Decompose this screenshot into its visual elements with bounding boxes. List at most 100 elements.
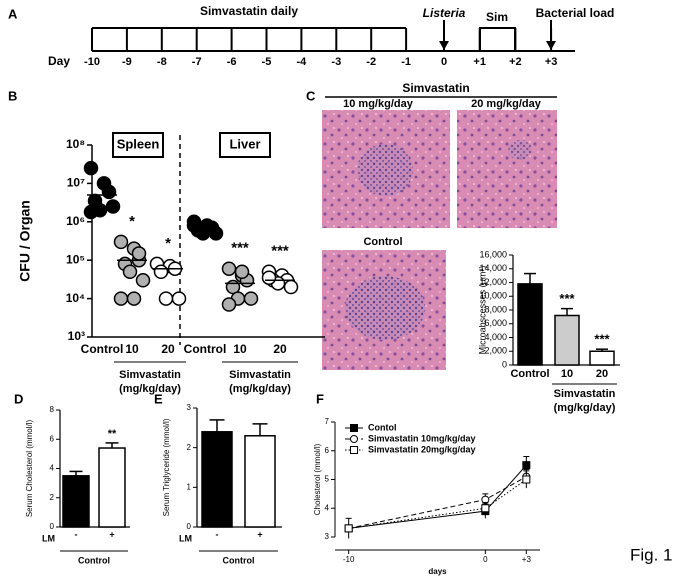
data-point xyxy=(221,297,237,312)
y-tick-label: 3 xyxy=(187,403,192,412)
organ-box xyxy=(112,132,164,158)
x-axis-label: days xyxy=(428,567,447,576)
group-label: Control xyxy=(223,555,255,565)
y-tick-label: 2 xyxy=(187,443,192,452)
y-tick-label: 6 xyxy=(50,434,55,443)
organ-box xyxy=(219,132,271,158)
legend-label: Contol xyxy=(368,422,397,432)
sim-label: Sim xyxy=(486,10,508,24)
day-label: +2 xyxy=(509,56,522,68)
organ-label: Spleen xyxy=(117,136,160,151)
x-tick-label: - xyxy=(75,529,78,539)
day-label: -7 xyxy=(192,56,202,68)
y-tick-label: 1 xyxy=(187,482,192,491)
data-point xyxy=(135,273,151,288)
data-point xyxy=(126,291,142,306)
y-tick-label: 2 xyxy=(50,493,55,502)
bar xyxy=(62,475,90,528)
image-label: 10 mg/kg/day xyxy=(343,98,414,110)
bar xyxy=(554,314,580,366)
y-tick-label: 2,000 xyxy=(484,346,507,356)
data-point xyxy=(158,291,174,306)
data-point xyxy=(105,199,121,214)
y-tick-label: 10,000 xyxy=(479,291,507,301)
x-tick-label: Control xyxy=(184,342,227,356)
bar xyxy=(201,431,233,528)
data-point xyxy=(522,461,531,470)
x-tick-label: + xyxy=(109,529,114,539)
x-tick-label: 10 xyxy=(125,342,139,356)
group-label: Simvastatin xyxy=(229,369,291,381)
data-point xyxy=(101,184,117,200)
significance: *** xyxy=(271,243,289,260)
data-point xyxy=(122,264,138,280)
significance: * xyxy=(129,213,135,230)
group-label: Simvastatin xyxy=(119,369,181,381)
day-label: -10 xyxy=(84,56,100,68)
data-point xyxy=(113,234,129,250)
y-axis-label: Microabscesses (μm²) xyxy=(477,266,487,355)
panel-label: D xyxy=(14,391,23,406)
image-label: Control xyxy=(363,236,402,248)
data-point xyxy=(243,291,259,306)
day-label: Day xyxy=(48,54,70,68)
x-tick-label: + xyxy=(257,529,262,539)
bar xyxy=(589,350,615,366)
y-tick-label: 16,000 xyxy=(479,249,507,259)
legend-label: Simvastatin 20mg/kg/day xyxy=(368,444,476,454)
data-point xyxy=(83,204,99,220)
factor-label: LM xyxy=(42,533,55,543)
legend-marker xyxy=(350,435,358,443)
y-tick-label: 14,000 xyxy=(479,263,507,273)
legend-label: Simvastatin 10mg/kg/day xyxy=(368,433,476,443)
group-label: (mg/kg/day) xyxy=(229,383,291,395)
y-tick-label: 10⁶ xyxy=(66,214,85,228)
significance: * xyxy=(165,235,171,252)
data-point xyxy=(186,218,202,233)
histology-title: Simvastatin xyxy=(402,81,469,95)
panel-label: A xyxy=(8,6,18,21)
infection-label: Listeria xyxy=(423,6,466,20)
y-tick-label: 3 xyxy=(325,532,330,541)
day-label: -2 xyxy=(366,56,376,68)
x-tick-label: -10 xyxy=(343,555,355,564)
data-point xyxy=(261,270,277,285)
day-label: -1 xyxy=(401,56,411,68)
y-tick-label: 8,000 xyxy=(484,304,507,314)
data-point xyxy=(221,261,237,276)
y-tick-label: 10⁸ xyxy=(66,137,85,151)
x-tick-label: - xyxy=(216,529,219,539)
day-label: +1 xyxy=(473,56,486,68)
y-tick-label: 0 xyxy=(187,522,192,531)
histology-image xyxy=(457,110,557,228)
y-tick-label: 0 xyxy=(502,359,507,369)
readout-label: Bacterial load xyxy=(536,6,615,20)
significance: *** xyxy=(231,240,249,257)
data-point xyxy=(171,291,187,306)
y-tick-label: 12,000 xyxy=(479,277,507,287)
x-tick-label: +3 xyxy=(522,555,532,564)
data-point xyxy=(481,504,490,513)
x-tick-label: 10 xyxy=(561,368,573,380)
panel-label: C xyxy=(306,88,316,103)
x-tick-label: Control xyxy=(510,368,549,380)
day-label: -5 xyxy=(262,56,272,68)
group-label: Control xyxy=(78,555,110,565)
group-label: (mg/kg/day) xyxy=(554,402,616,414)
significance: *** xyxy=(559,291,575,306)
x-tick-label: Control xyxy=(81,342,124,356)
x-tick-label: 20 xyxy=(273,342,287,356)
y-axis-label: Serum Triglyceride (mmol/l) xyxy=(162,418,171,516)
organ-label: Liver xyxy=(229,136,260,151)
data-point xyxy=(83,160,99,176)
y-tick-label: 10³ xyxy=(68,329,85,343)
lesion xyxy=(345,276,425,340)
day-label: 0 xyxy=(441,56,447,68)
y-tick-label: 0 xyxy=(50,522,55,531)
y-axis-label: Cholesterol (mmol/l) xyxy=(313,443,322,515)
timeline xyxy=(92,20,575,52)
bar xyxy=(517,283,543,366)
day-label: +3 xyxy=(545,56,558,68)
group-label: Simvastatin xyxy=(554,388,616,400)
day-label: -3 xyxy=(331,56,341,68)
